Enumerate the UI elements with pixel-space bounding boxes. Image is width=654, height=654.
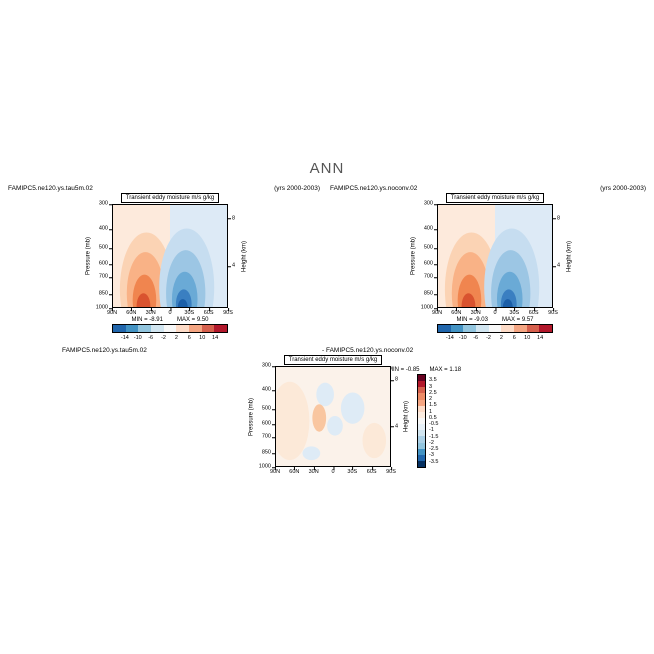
latitude-ticks: 90N 60N 30N 0 30S 60S 90S [431,307,558,316]
diff-cool-patch-1 [316,382,334,407]
plot-title-case2: Transient eddy moisture m/s g/kg [437,193,553,203]
case2-label: FAMIPC5.ne120.ys.noconv.02 [330,185,418,192]
colorbar-case1: -14 -10 -6 -2 2 6 10 14 [112,324,228,341]
plot-title-text: Transient eddy moisture m/s g/kg [120,193,220,203]
minmax-stats-case1: MIN = -8.91 MAX = 9.50 [112,317,228,323]
contour-field-case1 [113,205,227,307]
diff-cool-patch-2 [327,416,343,436]
max-stat: MAX = 9.57 [501,317,534,323]
plot-title-diff: Transient eddy moisture m/s g/kg [275,355,391,365]
max-stat: MAX = 9.50 [176,317,209,323]
height-axis-label: Height (km) [241,240,248,272]
latitude-ticks: 90N 60N 30N 0 30S 60S 90S [269,466,396,475]
case1-label: FAMIPC5.ne120.ys.tau5m.02 [8,185,93,192]
colorbar-case2: -14 -10 -6 -2 2 6 10 14 [437,324,553,341]
plot-area-diff [275,366,391,467]
height-axis-label: Height (km) [403,401,410,433]
cool-contour-5 [177,299,188,307]
colorbar-diff: 3.5 3 2.5 2 1.5 1 0.5 -0.5 -1 -1.5 -2 -2.5 -3 -3.5 [417,374,438,468]
contour-field-case2 [438,205,552,307]
min-stat: MIN = -9.03 [456,317,488,323]
pressure-ticks: 300 400 500 600 700 850 1000 [420,200,438,311]
warm-contour-4 [461,293,476,307]
case2-years: (yrs 2000-2003) [600,185,646,192]
diff-minus-case2-label: - FAMIPC5.ne120.ys.noconv.02 [322,347,414,354]
pressure-axis-label: Pressure (mb) [248,397,255,436]
diff-warm-patch-3 [362,422,387,459]
minmax-stats-diff: MIN = -0.85 MAX = 1.18 [388,367,461,373]
height-axis-label: Height (km) [566,240,573,272]
pressure-axis-label: Pressure (mb) [85,237,92,276]
cool-contour-5 [502,299,513,307]
contour-field-diff [276,367,390,466]
page-title: ANN [309,160,345,177]
plot-title-text: Transient eddy moisture m/s g/kg [445,193,545,203]
pressure-ticks: 300 400 500 600 700 850 1000 [95,200,113,311]
warm-contour-4 [136,293,151,307]
diff-warm-patch-2 [312,404,327,432]
pressure-axis-label: Pressure (mb) [410,237,417,276]
pressure-ticks: 300 400 500 600 700 850 1000 [258,362,276,470]
diff-cool-patch-3 [340,392,365,424]
min-stat: MIN = -0.85 [388,367,420,373]
diff-warm-patch-1 [276,381,310,461]
case1-years: (yrs 2000-2003) [274,185,320,192]
plot-title-case1: Transient eddy moisture m/s g/kg [112,193,228,203]
diff-cool-patch-4 [302,446,321,461]
latitude-ticks: 90N 60N 30N 0 30S 60S 90S [106,307,233,316]
diff-case1-label: FAMIPC5.ne120.ys.tau5m.02 [62,347,147,354]
plot-area-case1 [112,204,228,308]
plot-area-case2 [437,204,553,308]
minmax-stats-case2: MIN = -9.03 MAX = 9.57 [437,317,553,323]
max-stat: MAX = 1.18 [429,367,462,373]
min-stat: MIN = -8.91 [131,317,163,323]
plot-title-text: Transient eddy moisture m/s g/kg [283,355,383,365]
